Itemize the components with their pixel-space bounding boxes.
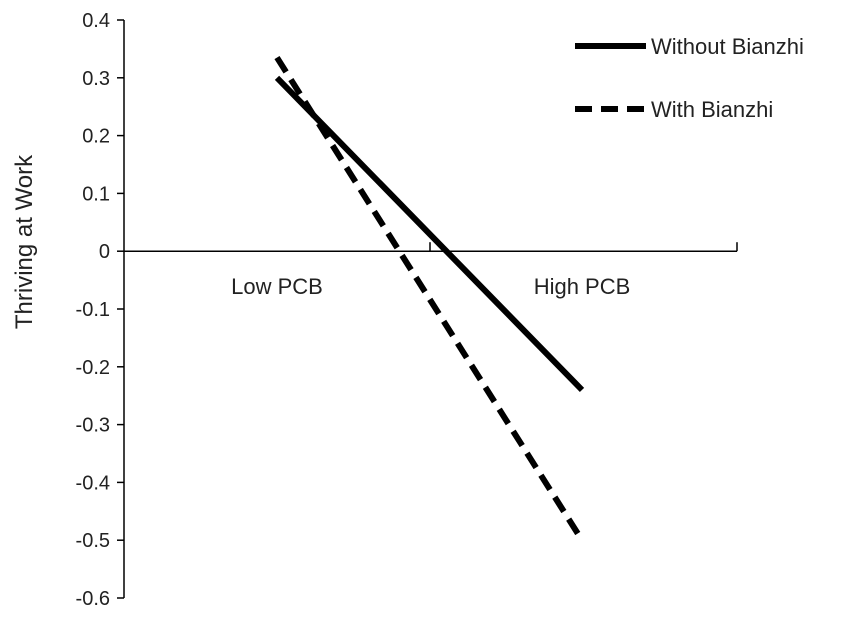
legend-label: Without Bianzhi bbox=[651, 34, 804, 59]
axes bbox=[123, 20, 738, 598]
series-line-without-bianzhi bbox=[274, 75, 585, 393]
y-tick-label: 0.2 bbox=[82, 126, 110, 148]
y-tick-label: -0.5 bbox=[76, 530, 110, 552]
x-axis-categories: Low PCB High PCB bbox=[231, 274, 630, 299]
legend: Without Bianzhi With Bianzhi bbox=[575, 34, 804, 122]
series-line-with-bianzhi bbox=[274, 55, 585, 542]
y-tick-label: -0.2 bbox=[76, 357, 110, 379]
y-tick-label: -0.6 bbox=[76, 588, 110, 610]
y-tick-label: 0.3 bbox=[82, 68, 110, 90]
y-tick-label: -0.4 bbox=[76, 472, 110, 494]
y-tick-label: 0.1 bbox=[82, 183, 110, 205]
y-tick-label: 0.4 bbox=[82, 10, 110, 32]
series-lines bbox=[274, 55, 585, 542]
legend-label: With Bianzhi bbox=[651, 97, 773, 122]
y-axis-label: Thriving at Work bbox=[11, 154, 38, 329]
y-tick-label: 0 bbox=[99, 241, 110, 263]
y-axis-ticks: 0.4 0.3 0.2 0.1 0 -0.1 -0.2 -0.3 -0.4 -0.5 -0.6 bbox=[76, 10, 124, 610]
y-tick-label: -0.1 bbox=[76, 299, 110, 321]
y-tick-label: -0.3 bbox=[76, 415, 110, 437]
x-category-label: High PCB bbox=[534, 274, 631, 299]
x-category-label: Low PCB bbox=[231, 274, 323, 299]
